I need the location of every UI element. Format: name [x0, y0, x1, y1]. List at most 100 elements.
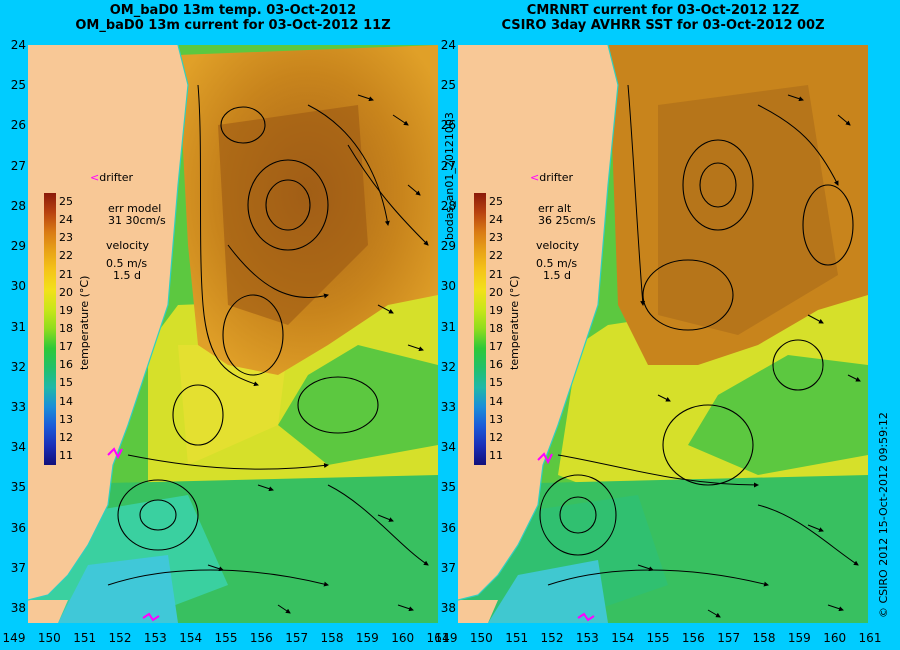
x-axis-right-label: 157	[717, 631, 741, 645]
y-axis-right-label: 33	[440, 399, 456, 414]
title-left-line1: OM_baD0 13m temp. 03-Oct-2012	[109, 3, 357, 18]
err-label-right: err alt	[538, 202, 572, 215]
colorbar-tick-left: 23	[59, 231, 73, 245]
y-axis-right-label: 38	[440, 601, 456, 615]
drifter-legend-text-right: drifter	[539, 171, 574, 184]
err-label-left: err model	[108, 202, 162, 215]
drifter-legend-marker-right: <	[530, 171, 540, 184]
x-axis-right-label: 154	[611, 631, 635, 645]
y-axis-right-label: 34	[440, 440, 456, 455]
colorbar-tick-right: 21	[489, 267, 503, 281]
x-axis-left-label: 155	[214, 631, 238, 645]
velocity-value-right: 0.5 m/s	[536, 257, 578, 270]
colorbar-tick-left: 18	[59, 322, 73, 335]
colorbar-tick-right: 25	[489, 195, 503, 209]
y-axis-left-label: 27	[10, 158, 26, 173]
drifter-legend-text-left: drifter	[99, 171, 134, 184]
colorbar-tick-right: 22	[489, 249, 503, 263]
y-axis-left-label: 30	[10, 279, 26, 294]
colorbar-tick-left: 11	[59, 448, 73, 462]
err-value-left: 31 30cm/s	[108, 214, 166, 227]
x-axis-left-label: 150	[37, 631, 61, 645]
y-axis-left-label: 32	[10, 359, 26, 374]
x-axis-left-label: 154	[179, 631, 203, 645]
colorbar-tick-left: 13	[59, 412, 73, 426]
y-axis-right-label: 25	[440, 78, 456, 93]
x-axis-left-label: 151	[73, 631, 97, 645]
y-axis-left-label: 29	[10, 239, 26, 254]
side-label-right: © CSIRO 2012 15-Oct-2012 09:59:12	[877, 412, 890, 618]
title-right-line1: CMRNRT current for 03-Oct-2012 12Z	[526, 3, 800, 18]
y-axis-left-label: 38	[10, 601, 26, 615]
y-axis-right-label: 29	[440, 239, 456, 254]
y-axis-left-label: 28	[10, 198, 26, 213]
y-axis-left-label: 33	[10, 399, 26, 414]
colorbar-tick-right: 18	[489, 322, 503, 335]
y-axis-left-label: 36	[10, 520, 26, 535]
y-axis-right-label: 24	[440, 38, 456, 52]
y-axis-left-label: 24	[10, 38, 26, 52]
colorbar-tick-right: 24	[489, 213, 503, 227]
colorbar-label-left: temperature (°C)	[78, 275, 91, 370]
title-right: CMRNRT current for 03-Oct-2012 12Z CSIRO…	[458, 3, 868, 33]
colorbar-tick-left: 24	[59, 213, 73, 227]
title-left: OM_baD0 13m temp. 03-Oct-2012 OM_baD0 13…	[28, 3, 438, 33]
map-left-svg	[28, 45, 438, 623]
colorbar-tick-right: 13	[489, 412, 503, 426]
velocity-label-left: velocity	[106, 239, 149, 252]
map-panel-left: 25 24 23 22 21 20 19 18 17 16 15 14 13 12 11 temperatu…	[28, 45, 438, 623]
colorbar-tick-left: 20	[59, 285, 73, 299]
velocity-time-left: 1.5 d	[113, 269, 141, 282]
x-axis-right-label: 159	[787, 631, 811, 645]
colorbar-tick-left: 15	[59, 376, 73, 390]
title-right-line2: CSIRO 3day AVHRR SST for 03-Oct-2012 00Z	[501, 18, 825, 33]
colorbar-tick-left: 25	[59, 195, 73, 209]
x-axis-right-label: 150	[469, 631, 493, 645]
x-axis-right-label: 158	[752, 631, 776, 645]
colorbar-tick-right: 16	[489, 358, 503, 372]
y-axis-right-label: 30	[440, 279, 456, 294]
y-axis-right-label: 28	[440, 198, 456, 213]
x-axis-right-label: 155	[646, 631, 670, 645]
colorbar-left	[44, 193, 56, 465]
x-axis-right-label: 153	[575, 631, 599, 645]
y-axis-left-label: 34	[10, 440, 26, 455]
y-axis-left-label: 26	[10, 118, 26, 133]
x-axis-left-label: 149	[2, 631, 26, 645]
colorbar-tick-right: 15	[489, 376, 503, 390]
velocity-label-right: velocity	[536, 239, 579, 252]
x-axis-left-label: 157	[285, 631, 309, 645]
x-axis-right-label: 149	[434, 631, 458, 645]
x-axis-left-label: 152	[108, 631, 132, 645]
x-axis-left-label: 159	[355, 631, 379, 645]
y-axis-right-label: 27	[440, 158, 456, 173]
y-axis-left-label: 37	[10, 560, 26, 575]
x-axis-right-label: 151	[505, 631, 529, 645]
y-axis-right-label: 32	[440, 359, 456, 374]
side-label-middle: bodas_an01_20121003	[443, 112, 456, 240]
colorbar-tick-left: 16	[59, 358, 73, 372]
x-axis-left-label: 156	[249, 631, 273, 645]
x-axis-right-label: 160	[823, 631, 847, 645]
colorbar-tick-right: 17	[489, 340, 503, 354]
title-left-line2: OM_baD0 13m current for 03-Oct-2012 11Z	[75, 18, 391, 33]
colorbar-tick-left: 19	[59, 303, 73, 317]
x-axis-left-label: 161	[426, 631, 450, 645]
colorbar-tick-right: 14	[489, 394, 503, 408]
colorbar-tick-right: 19	[489, 303, 503, 317]
x-axis-right-label: 161	[858, 631, 882, 645]
velocity-time-right: 1.5 d	[543, 269, 571, 282]
colorbar-tick-left: 22	[59, 249, 73, 263]
y-axis-left-label: 35	[10, 480, 26, 495]
colorbar-tick-right: 11	[489, 448, 503, 462]
y-axis-right-label: 31	[440, 319, 456, 334]
colorbar-tick-left: 17	[59, 340, 73, 354]
colorbar-tick-left: 21	[59, 267, 73, 281]
map-panel-right: 25 24 23 22 21 20 19 18 17 16 15 14 13 12 11 temperatu…	[458, 45, 868, 623]
colorbar-tick-right: 23	[489, 231, 503, 245]
y-axis-left-label: 25	[10, 78, 26, 93]
map-right-svg	[458, 45, 868, 623]
colorbar-right	[474, 193, 486, 465]
y-axis-right-label: 35	[440, 480, 456, 495]
colorbar-label-right: temperature (°C)	[508, 275, 521, 370]
